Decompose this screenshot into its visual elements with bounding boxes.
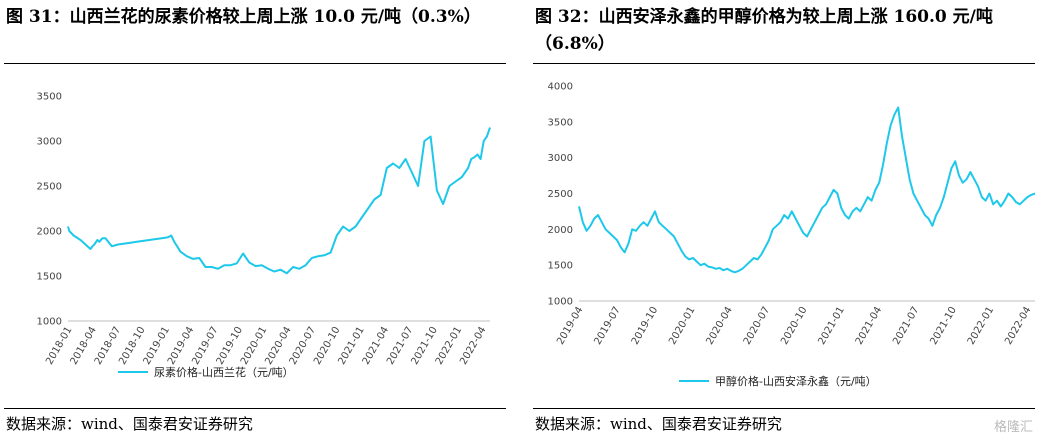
chart-svg: 1000 1500 2000 2500 3000 3500 4000 2019-04 2019-… <box>548 82 1036 388</box>
chart-panel-left: 图 31：山西兰花的尿素价格较上周上涨 10.0 元/吨（0.3%） 1000 1… <box>0 0 510 441</box>
y-tick-label: 1500 <box>548 261 573 272</box>
y-tick-label: 1000 <box>548 297 573 308</box>
x-tick-label: 2019-07 <box>593 305 623 347</box>
y-tick-label: 1500 <box>37 272 62 283</box>
x-tick-label: 2021-10 <box>929 305 959 347</box>
y-tick-label: 3000 <box>37 137 62 148</box>
source-note: 数据来源：wind、国泰君安证券研究 <box>535 415 782 433</box>
top-rule <box>4 63 506 64</box>
x-tick-label: 2021-04 <box>854 305 884 347</box>
x-tick-label: 2020-01 <box>667 305 697 347</box>
legend-label: 甲醇价格-山西安泽永鑫（元/吨） <box>715 374 877 388</box>
watermark-logo: 格隆汇 <box>993 420 1033 435</box>
x-tick-label: 2019-10 <box>630 305 660 347</box>
chart-title: 图 32：山西安泽永鑫的甲醇价格为较上周上涨 160.0 元/吨（6.8%） <box>535 7 993 54</box>
chart-title: 图 31：山西兰花的尿素价格较上周上涨 10.0 元/吨（0.3%） <box>6 7 481 27</box>
y-tick-label: 3000 <box>548 153 573 164</box>
x-tick-label: 2020-04 <box>705 305 735 347</box>
top-rule <box>533 63 1035 64</box>
chart-panel-right: 图 32：山西安泽永鑫的甲醇价格为较上周上涨 160.0 元/吨（6.8%） 1… <box>529 0 1039 441</box>
x-tick-label: 2020-07 <box>742 305 772 347</box>
x-tick-label: 2022-01 <box>966 305 996 347</box>
chart-svg: 1000150020002500300035002018-012018-0420… <box>37 92 491 379</box>
x-tick-label: 2020-10 <box>779 305 809 347</box>
y-tick-label: 3500 <box>548 117 573 128</box>
x-tick-label: 2022-04 <box>1003 305 1033 347</box>
x-tick-label: 2019-04 <box>555 305 585 347</box>
y-tick-label: 2500 <box>548 189 573 200</box>
x-tick-label: 2021-01 <box>817 305 847 347</box>
y-tick-label: 2000 <box>548 225 573 236</box>
y-tick-label: 2000 <box>37 227 62 238</box>
series-line <box>578 106 1036 274</box>
y-tick-label: 2500 <box>37 182 62 193</box>
y-tick-label: 1000 <box>37 317 62 328</box>
x-tick-label: 2021-07 <box>891 305 921 347</box>
bottom-rule <box>533 408 1035 409</box>
bottom-rule <box>4 408 506 409</box>
series-line <box>67 127 491 275</box>
y-tick-label: 3500 <box>37 92 62 103</box>
y-tick-label: 4000 <box>548 82 573 93</box>
source-note: 数据来源：wind、国泰君安证券研究 <box>6 415 253 433</box>
legend-label: 尿素价格-山西兰花（元/吨） <box>154 365 294 379</box>
